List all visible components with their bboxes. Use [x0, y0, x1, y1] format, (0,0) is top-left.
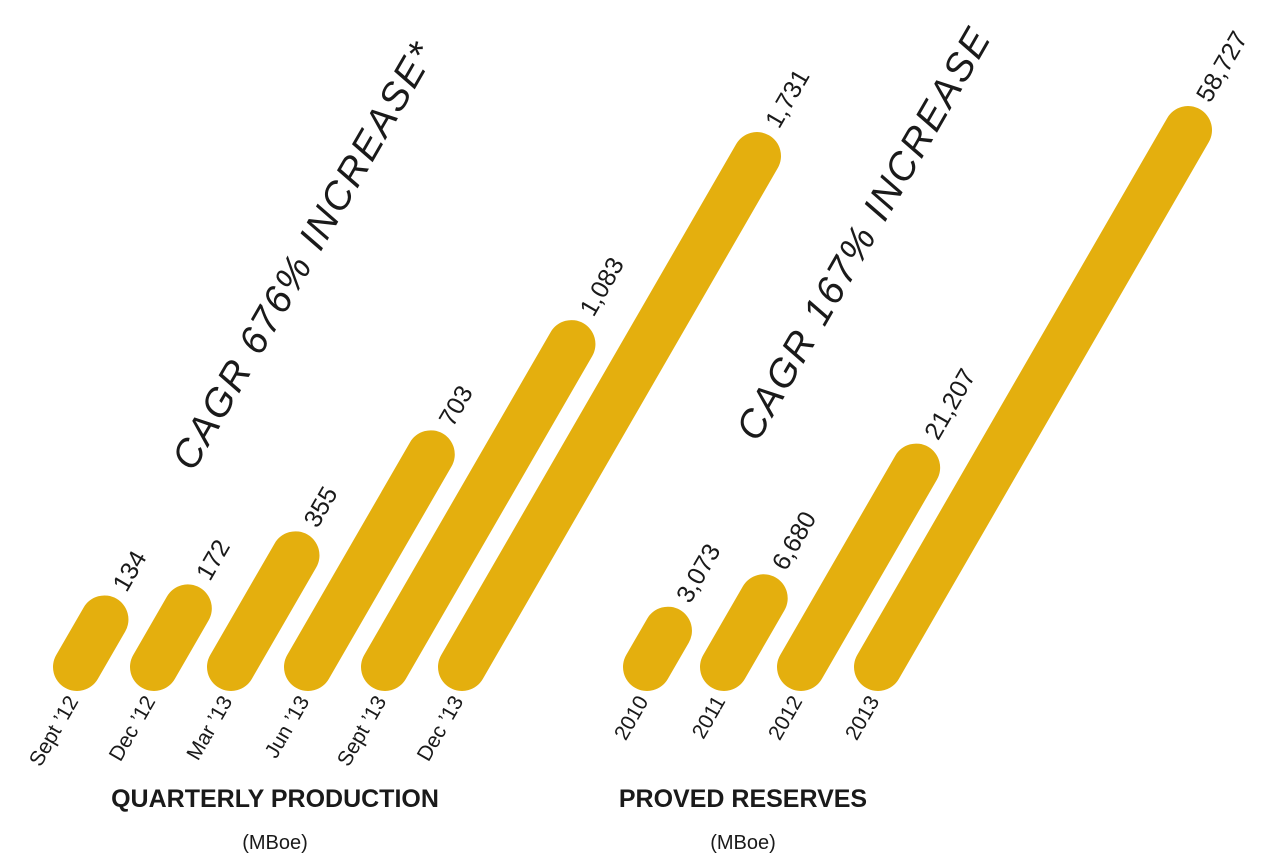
- bar-reserves-1: [700, 574, 788, 691]
- value-label: 3,073: [671, 539, 727, 607]
- category-label: Jun ’13: [261, 692, 315, 762]
- bar-production-3: [284, 430, 455, 691]
- value-label: 6,680: [767, 507, 823, 575]
- category-label: 2013: [841, 692, 884, 744]
- value-label: 21,207: [919, 364, 981, 444]
- proved-reserves-title: PROVED RESERVES: [619, 785, 867, 813]
- quarterly-production-cagr-annotation: CAGR 676% INCREASE*: [164, 34, 445, 477]
- proved-reserves-unit: (MBoe): [710, 832, 776, 854]
- value-label: 703: [434, 381, 479, 431]
- category-label: Dec ’12: [105, 692, 161, 765]
- bar-production-5: [438, 132, 781, 691]
- bar-reserves-3: [854, 106, 1212, 691]
- bar-production-4: [361, 320, 596, 691]
- value-label: 1,083: [574, 253, 630, 321]
- category-label: Sept ’12: [25, 692, 83, 770]
- category-label: Mar ’13: [182, 692, 237, 764]
- value-label: 1,731: [760, 65, 816, 133]
- value-label: 355: [298, 482, 343, 532]
- category-label: 2012: [764, 692, 807, 744]
- quarterly-production-title: QUARTERLY PRODUCTION: [111, 785, 439, 813]
- value-label: 172: [191, 535, 236, 585]
- quarterly-production-unit: (MBoe): [242, 832, 308, 854]
- category-label: Sept ’13: [333, 692, 391, 770]
- value-label: 58,727: [1191, 27, 1253, 107]
- value-label: 134: [107, 546, 152, 596]
- category-label: Dec ’13: [413, 692, 469, 765]
- bar-production-0: [53, 595, 129, 691]
- bar-production-2: [207, 531, 320, 691]
- bar-reserves-2: [777, 443, 941, 691]
- bar-production-1: [130, 584, 212, 691]
- category-label: 2010: [610, 692, 653, 744]
- category-label: 2011: [688, 692, 731, 743]
- bar-reserves-0: [623, 606, 692, 691]
